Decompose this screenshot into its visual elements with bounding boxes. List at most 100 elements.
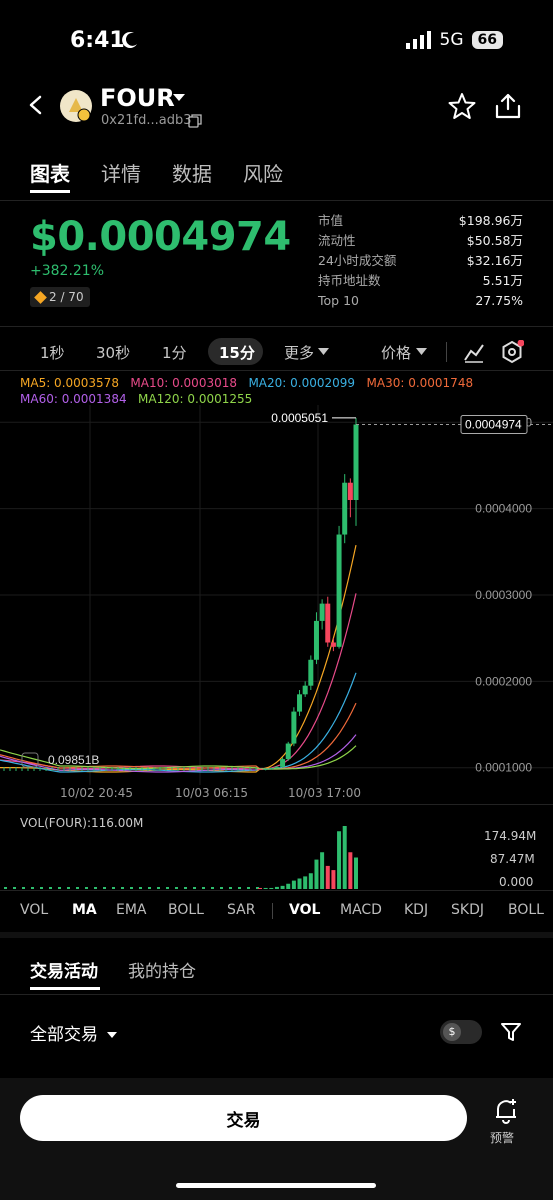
candle-body [263, 768, 269, 770]
volume-bar [269, 887, 274, 889]
indicator-icon[interactable] [463, 341, 485, 363]
ma30-label: MA30: 0.0001748 [366, 376, 474, 390]
contract-address: 0x21fd...adb3 [101, 113, 192, 128]
volume-chart[interactable] [0, 820, 553, 890]
ma-line [0, 544, 357, 773]
tab-trade-activity[interactable]: 交易活动 [30, 962, 98, 982]
settings-hex-icon[interactable] [500, 340, 524, 364]
high-price-label: 0.0005051 [271, 411, 328, 425]
candle-body [280, 759, 286, 767]
volume-bar [76, 887, 79, 889]
indicator-ma[interactable]: MA [72, 902, 97, 918]
stats-panel: 市值 $198.96万 流动性 $50.58万 24小时成交额 $32.16万 持币地… [318, 211, 523, 311]
indicator-sar[interactable]: SAR [227, 902, 256, 918]
trade-button[interactable]: 交易 [20, 1095, 467, 1141]
volume-bar [49, 887, 52, 889]
y-tick: 0.0003000 [475, 588, 532, 602]
candle-body [308, 659, 314, 686]
timeframe-1m[interactable]: 1分 [162, 344, 187, 362]
current-price: $0.0004974 [30, 214, 291, 260]
low-price-label: 0.09851B [48, 753, 99, 767]
back-arrow-icon[interactable] [25, 94, 47, 116]
divider [0, 804, 553, 805]
indicator-vol[interactable]: VOL [20, 902, 49, 918]
caret-down-icon[interactable] [172, 93, 186, 103]
indicator-kdj[interactable]: KDJ [404, 902, 429, 918]
stat-value: 5.51万 [482, 273, 523, 288]
volume-bar [175, 887, 178, 889]
divider [0, 890, 553, 891]
volume-bar [193, 887, 196, 889]
volume-bar [166, 887, 169, 889]
price-chart[interactable]: 0.0001000 0.0002000 0.0003000 0.0004000 0.00… [0, 405, 553, 805]
timeframe-15m[interactable]: 15分 [219, 344, 255, 362]
volume-bar [112, 887, 115, 889]
candle-body [268, 768, 274, 770]
volume-bar [148, 887, 151, 889]
status-time: 6:41 [70, 28, 125, 53]
rank-badge[interactable]: 2 / 70 [30, 287, 90, 307]
stat-value: $50.58万 [466, 233, 523, 248]
candle-body [257, 769, 263, 771]
tab-chart[interactable]: 图表 [30, 162, 70, 186]
indicator-boll-sub[interactable]: BOLL [508, 902, 544, 918]
volume-bar [238, 887, 241, 889]
divider [0, 200, 553, 201]
share-icon[interactable] [494, 92, 522, 120]
volume-bar [348, 852, 353, 889]
volume-bar [247, 887, 250, 889]
stat-row: 24小时成交额 $32.16万 [318, 251, 523, 271]
indicator-boll[interactable]: BOLL [168, 902, 204, 918]
divider [0, 370, 553, 371]
filter-funnel-icon[interactable] [500, 1021, 522, 1043]
copy-icon[interactable] [188, 114, 202, 128]
volume-bar [103, 887, 106, 889]
volume-bar [31, 887, 34, 889]
indicator-ema[interactable]: EMA [116, 902, 147, 918]
ma-legend-2: MA60: 0.0001384 MA120: 0.0001255 [20, 392, 252, 406]
indicator-macd[interactable]: MACD [340, 902, 382, 918]
volume-bar [139, 887, 142, 889]
indicator-vol-sub[interactable]: VOL [289, 902, 321, 918]
tab-underline [30, 987, 100, 990]
vol-tick: 87.47M [490, 852, 535, 866]
timeframe-more[interactable]: 更多 [284, 344, 315, 362]
chevron-down-icon [318, 348, 329, 355]
signal-icon [405, 31, 431, 49]
moon-icon [122, 31, 137, 48]
timeframe-30s[interactable]: 30秒 [96, 344, 131, 362]
current-price-tag: 0.0004974 [465, 418, 522, 432]
candle-body [313, 620, 319, 660]
rank-value: 2 / 70 [49, 290, 84, 304]
volume-bar [184, 887, 187, 889]
price-type-select[interactable]: 价格 [381, 344, 412, 362]
alert-bell-icon[interactable] [492, 1097, 520, 1125]
stat-label: 市值 [318, 213, 344, 228]
tab-my-holdings[interactable]: 我的持仓 [128, 962, 196, 982]
price-change: +382.21% [30, 263, 105, 279]
volume-bar [308, 873, 313, 889]
tab-details[interactable]: 详情 [101, 162, 141, 186]
x-tick: 10/02 20:45 [60, 786, 133, 800]
indicator-skdj[interactable]: SKDJ [451, 902, 484, 918]
favorite-star-icon[interactable] [448, 92, 476, 120]
tab-risk[interactable]: 风险 [243, 162, 283, 186]
volume-bar [256, 887, 259, 889]
stat-row: 市值 $198.96万 [318, 211, 523, 231]
volume-bar [157, 887, 160, 889]
activity-tabs: 交易活动 我的持仓 [30, 957, 196, 982]
volume-bar [286, 883, 291, 889]
all-trades-filter[interactable]: 全部交易 [30, 1020, 118, 1045]
candle-body [274, 766, 280, 769]
candle-body [330, 642, 336, 647]
stat-row: 持币地址数 5.51万 [318, 271, 523, 291]
candle-body [353, 424, 359, 500]
timeframe-1s[interactable]: 1秒 [40, 344, 65, 362]
volume-bar [314, 859, 319, 889]
usd-toggle[interactable]: $ [440, 1020, 482, 1044]
divider [272, 903, 273, 919]
tab-data[interactable]: 数据 [172, 162, 212, 186]
stat-value: $32.16万 [466, 253, 523, 268]
ma120-label: MA120: 0.0001255 [138, 392, 253, 406]
token-title[interactable]: FOUR [100, 84, 175, 112]
